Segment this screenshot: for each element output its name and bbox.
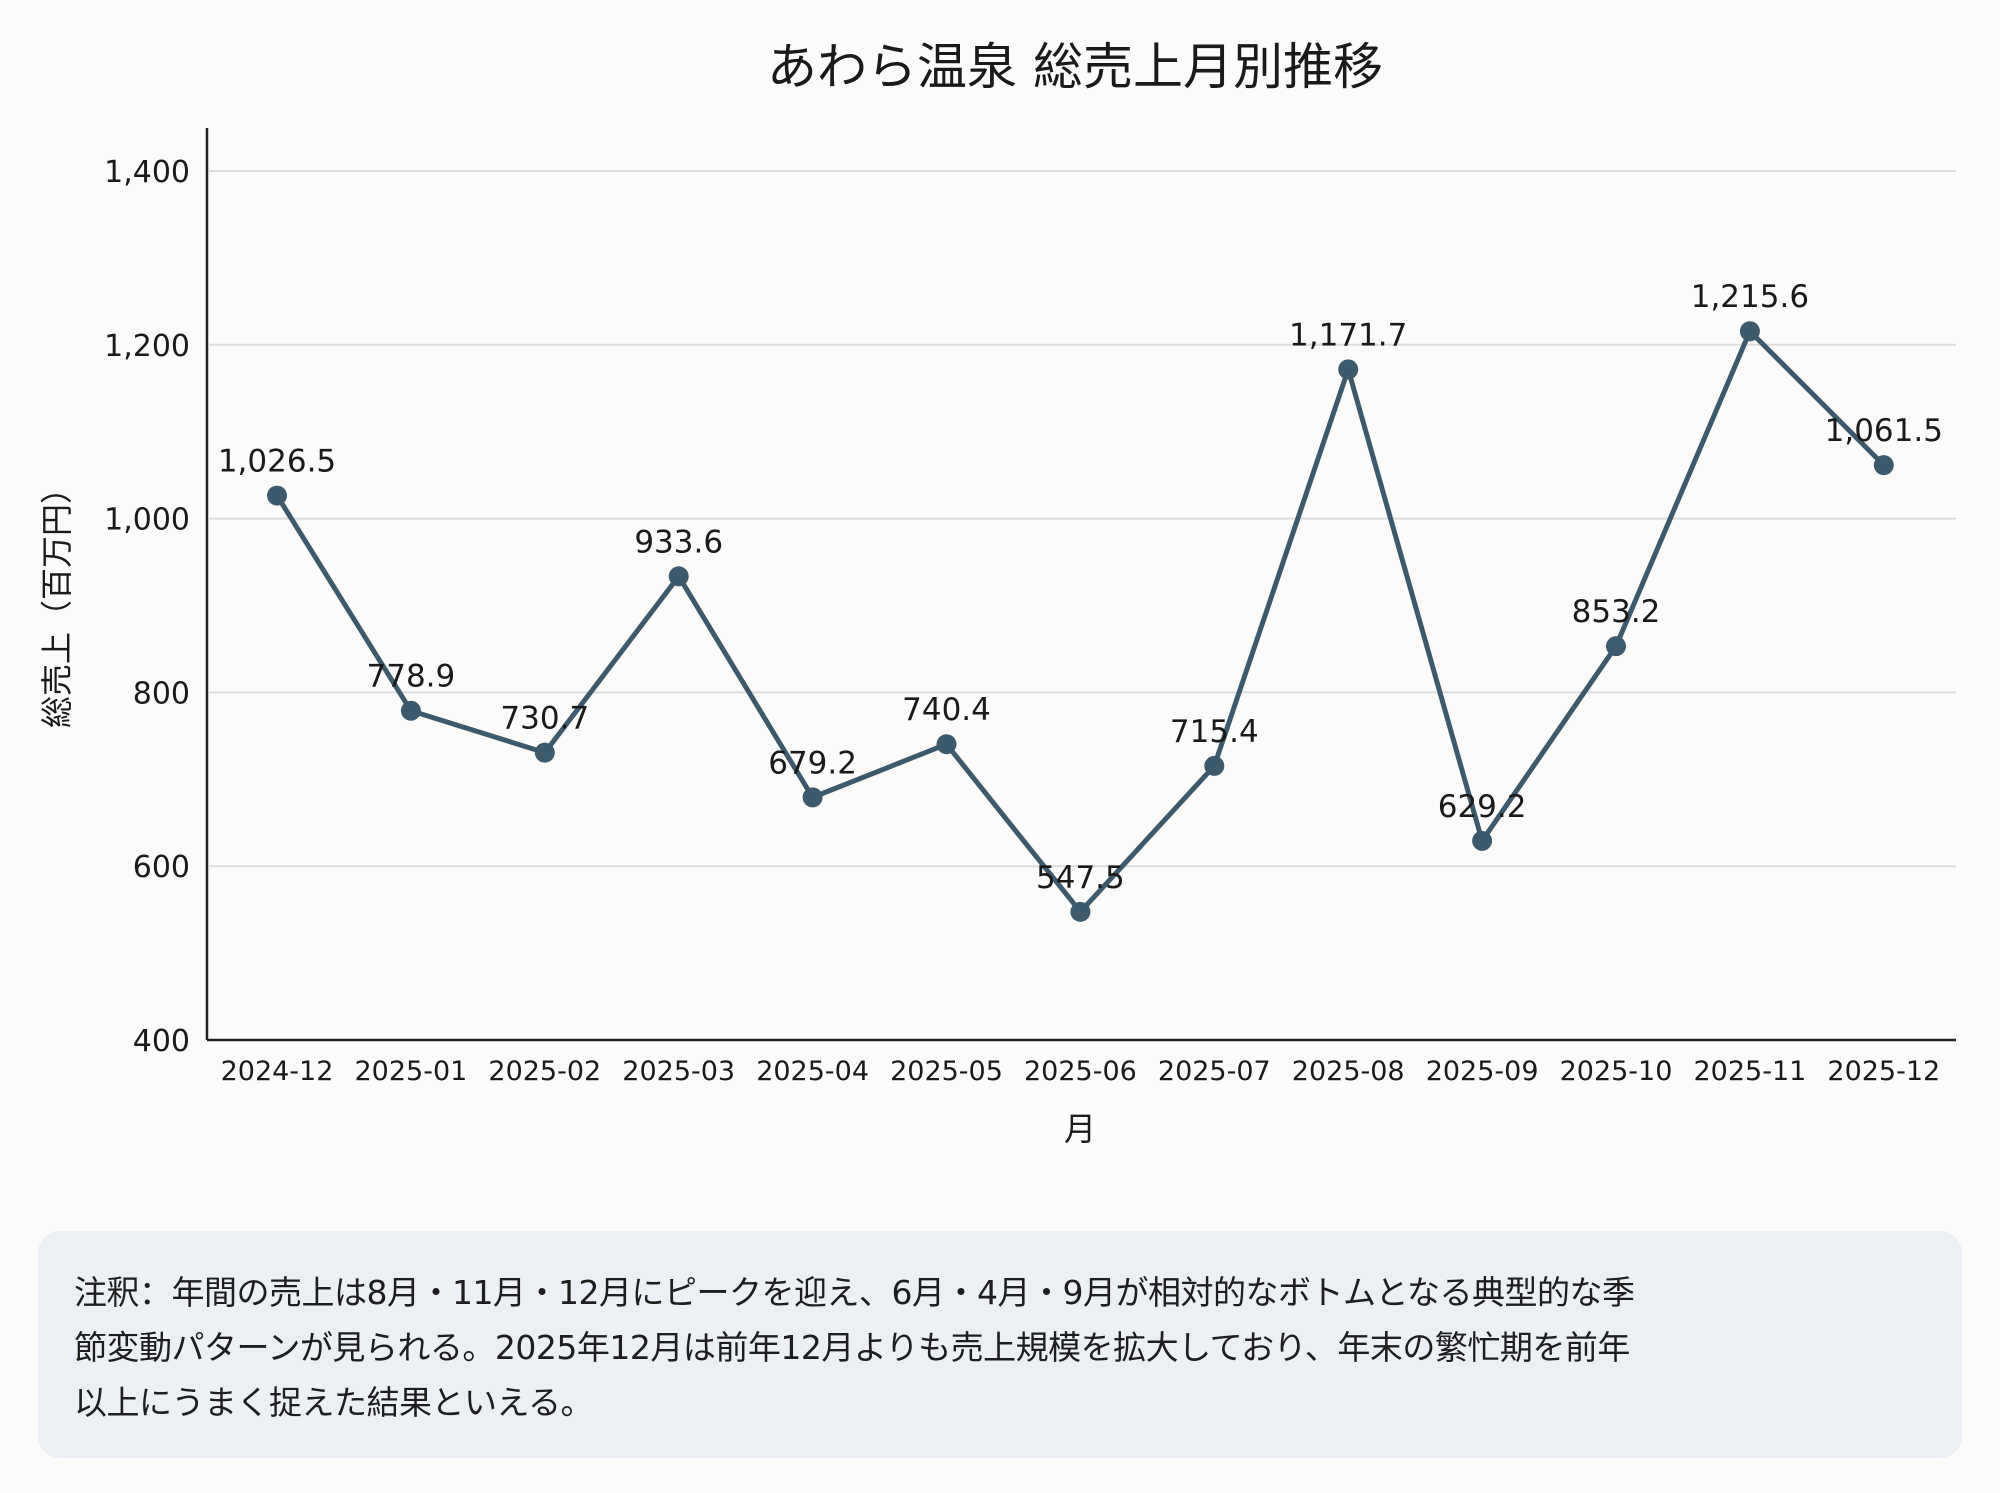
data-label: 740.4 (902, 692, 991, 728)
x-tick-label: 2024-12 (221, 1056, 334, 1087)
data-point (936, 734, 957, 755)
data-label: 853.2 (1572, 594, 1661, 630)
data-point (534, 742, 555, 763)
x-tick-label: 2025-03 (622, 1056, 735, 1087)
data-label: 933.6 (634, 524, 723, 560)
data-label: 1,171.7 (1289, 317, 1407, 353)
x-tick-label: 2025-12 (1827, 1056, 1940, 1087)
data-point (1338, 359, 1359, 380)
data-label: 629.2 (1438, 789, 1527, 825)
x-tick-label: 2025-07 (1158, 1056, 1271, 1087)
x-tick-label: 2025-10 (1560, 1056, 1673, 1087)
y-tick-label: 1,400 (104, 155, 190, 190)
data-label: 1,026.5 (218, 444, 336, 480)
data-point (1873, 455, 1894, 476)
annotation-line: 以上にうまく捉えた結果といえる。 (74, 1383, 594, 1422)
x-tick-label: 2025-08 (1292, 1056, 1405, 1087)
data-point (400, 700, 421, 721)
data-label: 1,061.5 (1825, 413, 1943, 449)
chart-title: あわら温泉 総売上月別推移 (767, 38, 1383, 96)
x-tick-label: 2025-09 (1426, 1056, 1539, 1087)
y-tick-label: 600 (133, 850, 190, 885)
y-axis-label: 総売上（百万円） (38, 472, 76, 728)
data-label: 547.5 (1036, 860, 1125, 896)
y-tick-label: 800 (133, 676, 190, 711)
data-point (1606, 636, 1626, 657)
data-label: 715.4 (1170, 714, 1259, 750)
y-tick-label: 1,000 (104, 503, 190, 538)
data-point (1070, 901, 1091, 922)
data-point (1739, 321, 1760, 342)
x-tick-label: 2025-02 (488, 1056, 601, 1087)
y-tick-label: 400 (133, 1024, 190, 1059)
annotation-line: 注釈：年間の売上は8月・11月・12月にピークを迎え、6月・4月・9月が相対的な… (74, 1273, 1635, 1312)
annotation-box: 注釈：年間の売上は8月・11月・12月にピークを迎え、6月・4月・9月が相対的な… (38, 1231, 1962, 1458)
x-axis-label: 月 (1064, 1110, 1096, 1148)
x-tick-label: 2025-01 (354, 1056, 467, 1087)
data-label: 679.2 (768, 745, 857, 781)
line-chart: あわら温泉 総売上月別推移 400 600 800 1,000 1,200 1,400 2… (38, 38, 1956, 1148)
x-tick-label: 2025-06 (1024, 1056, 1137, 1087)
y-tick-label: 1,200 (104, 329, 190, 364)
data-point (267, 485, 287, 506)
x-tick-label: 2025-04 (756, 1056, 869, 1087)
data-label: 1,215.6 (1691, 279, 1809, 315)
annotation-line: 節変動パターンが見られる。2025年12月は前年12月よりも売上規模を拡大してお… (74, 1328, 1630, 1367)
data-label: 778.9 (367, 659, 456, 695)
data-label: 730.7 (500, 701, 589, 737)
data-point (1472, 830, 1493, 851)
data-point (802, 787, 823, 808)
data-point (668, 566, 689, 587)
data-point (1204, 755, 1225, 776)
x-tick-label: 2025-05 (890, 1056, 1003, 1087)
x-tick-label: 2025-11 (1693, 1056, 1806, 1087)
